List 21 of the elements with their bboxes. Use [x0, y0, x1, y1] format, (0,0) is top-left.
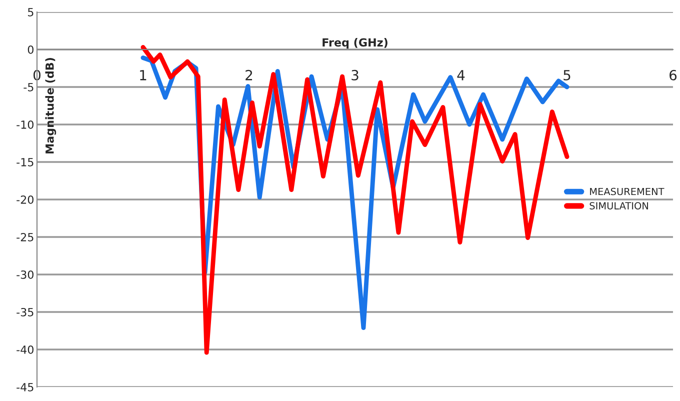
y-tick-label: -5	[24, 83, 34, 92]
y-axis-title: Magnitude (dB)	[45, 58, 56, 154]
x-tick-label: 2	[246, 70, 252, 80]
y-tick-label: -25	[16, 232, 34, 242]
legend-label: SIMULATION	[590, 202, 648, 210]
y-tick-label: -30	[16, 270, 34, 279]
y-tick-label: -10	[16, 120, 34, 129]
x-tick-label: 1	[140, 70, 146, 80]
y-tick-label: 5	[28, 8, 34, 16]
x-tick-label: 3	[352, 70, 358, 80]
x-axis-title: Freq (GHz)	[322, 38, 388, 49]
y-tick-label: -45	[16, 383, 34, 392]
y-tick-label: 0	[28, 45, 34, 54]
y-tick-label: -15	[16, 158, 34, 166]
x-tick-label: 5	[564, 70, 570, 80]
x-tick-label: 6	[670, 70, 677, 80]
legend-label: MEASUREMENT	[590, 188, 664, 196]
y-tick-label: -40	[16, 345, 34, 354]
x-tick-label: 4	[457, 70, 465, 80]
y-tick-label: -35	[16, 308, 34, 316]
y-tick-label: -20	[16, 195, 34, 204]
